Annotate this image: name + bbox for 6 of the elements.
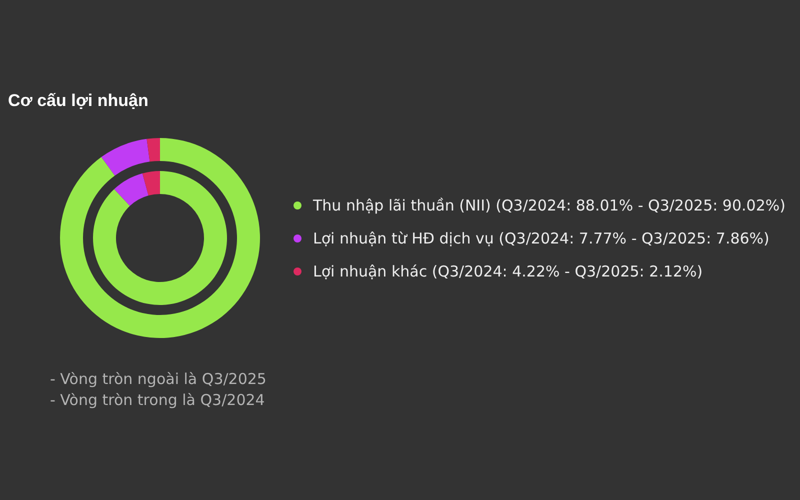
legend-label: Lợi nhuận khác (Q3/2024: 4.22% - Q3/2025: 2.12%) [313,262,703,280]
text: - Vòng tròn trong là Q3/2024 [50,391,265,409]
text: - Vòng tròn ngoài là Q3/2025 [50,370,266,388]
legend-label: Lợi nhuận từ HĐ dịch vụ (Q3/2024: 7.77% - Q3/2025: 7.86%) [313,230,770,248]
chart-title: Cơ cấu lợi nhuận [8,91,148,110]
legend-label: Thu nhập lãi thuần (NII) (Q3/2024: 88.01% - Q3/2025: 90.02%) [312,196,786,214]
